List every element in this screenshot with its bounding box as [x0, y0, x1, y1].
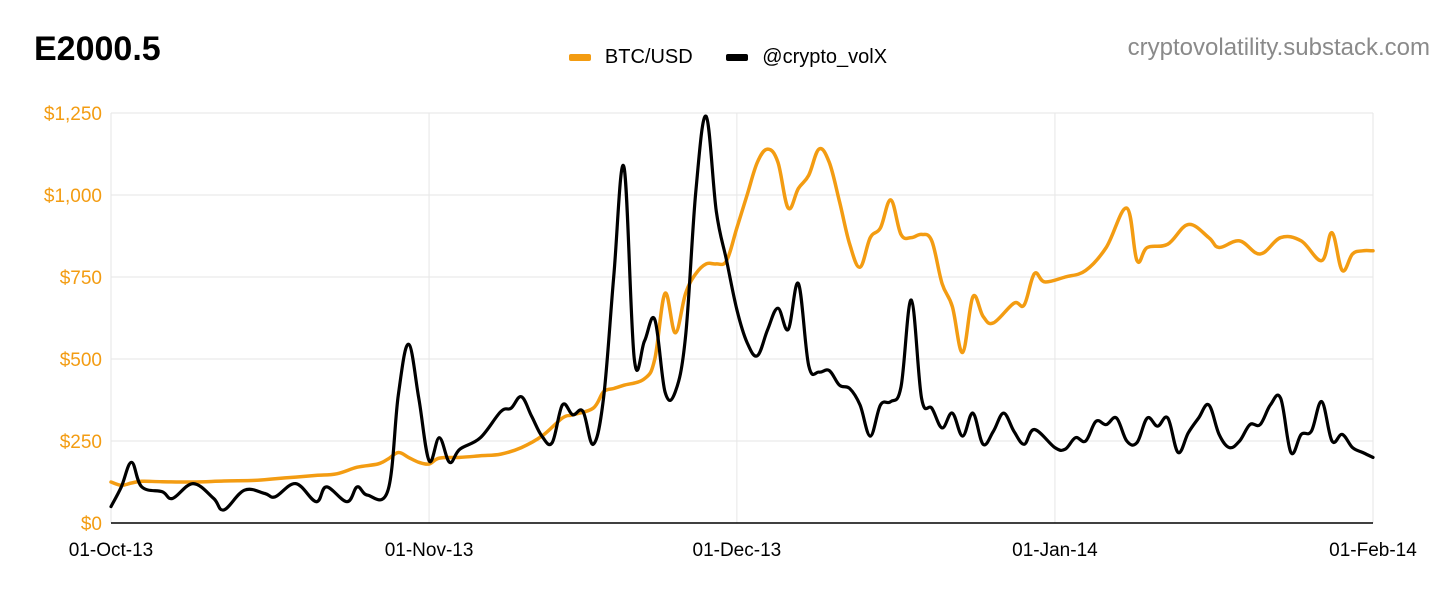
legend-label-vol: @crypto_volX — [762, 46, 888, 68]
y-tick-label: $250 — [60, 432, 102, 453]
grid-lines — [110, 112, 1374, 523]
y-tick-label: $1,250 — [44, 104, 102, 125]
x-tick-label: 01-Oct-13 — [69, 540, 153, 561]
source-watermark: cryptovolatility.substack.com — [1127, 34, 1430, 61]
y-tick-label: $0 — [81, 514, 102, 535]
x-tick-label: 01-Feb-14 — [1329, 540, 1417, 561]
legend-label-btc: BTC/USD — [604, 46, 693, 68]
y-tick-label: $750 — [60, 268, 102, 289]
series-line-crypto-volx — [109, 114, 1375, 512]
legend-swatch-btc — [568, 54, 591, 61]
legend-item-btc: BTC/USD — [568, 46, 693, 69]
chart-title: E2000.5 — [34, 30, 161, 68]
legend-swatch-vol — [726, 54, 749, 61]
y-tick-label: $500 — [60, 350, 102, 371]
legend-item-vol: @crypto_volX — [726, 46, 887, 69]
series-lines — [109, 114, 1375, 512]
y-axis-ticks: $0 $250 $500 $750 $1,000 $1,250 — [44, 104, 102, 535]
x-tick-label: 01-Dec-13 — [693, 540, 782, 561]
series-line-btc-usd — [109, 146, 1375, 488]
x-tick-label: 01-Jan-14 — [1012, 540, 1098, 561]
y-tick-label: $1,000 — [44, 186, 102, 207]
x-axis-ticks: 01-Oct-13 01-Nov-13 01-Dec-13 01-Jan-14 01-F… — [69, 540, 1418, 561]
x-tick-label: 01-Nov-13 — [385, 540, 474, 561]
chart-legend: BTC/USD @crypto_volX — [0, 44, 1456, 69]
